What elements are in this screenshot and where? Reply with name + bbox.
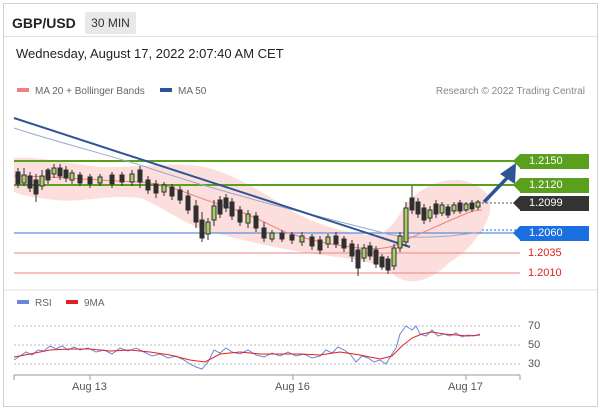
level-label-2010: 1.2010 [528, 267, 562, 279]
level-tag-2150: 1.2150 [513, 154, 589, 169]
9ma-swatch [66, 300, 78, 305]
legend-rsi-label: RSI [35, 298, 52, 309]
legend-ma20-label: MA 20 + Bollinger Bands [35, 86, 145, 97]
level-label-2035: 1.2035 [528, 247, 562, 259]
ma50-line [13, 127, 483, 238]
legend-ma50-label: MA 50 [178, 86, 207, 97]
rsi-tick-30: 30 [528, 358, 541, 370]
current-price-tag: 1.2099 [513, 196, 589, 211]
x-label-aug13: Aug 13 [72, 381, 107, 393]
header-divider [4, 36, 597, 37]
chart-frame [3, 3, 598, 407]
legend-9ma-label: 9MA [84, 298, 105, 309]
level-tag-2120: 1.2120 [513, 178, 589, 193]
rsi-9ma-line [13, 331, 481, 363]
legend-ma20[interactable]: MA 20 + Bollinger Bands [17, 86, 145, 97]
legend-ma50[interactable]: MA 50 [160, 86, 206, 97]
rsi-swatch [17, 300, 29, 305]
forecast-arrow [482, 163, 516, 204]
rsi-tick-70: 70 [528, 320, 541, 332]
legend-9ma[interactable]: 9MA [66, 298, 105, 309]
symbol-title: GBP/USD [12, 15, 76, 31]
trendline [13, 117, 411, 248]
candlesticks [15, 164, 481, 276]
datetime-label: Wednesday, August 17, 2022 2:07:40 AM CE… [16, 46, 284, 61]
legend-rsi[interactable]: RSI [17, 298, 52, 309]
rsi-line [13, 325, 481, 370]
interval-badge[interactable]: 30 MIN [85, 12, 136, 34]
level-tag-2060: 1.2060 [513, 226, 589, 241]
bollinger-band [14, 157, 490, 282]
ma20-swatch [17, 88, 29, 93]
copyright-text: Research © 2022 Trading Central [435, 86, 585, 97]
ma50-swatch [160, 88, 172, 93]
rsi-tick-50: 50 [528, 339, 541, 351]
x-label-aug16: Aug 16 [275, 381, 310, 393]
x-label-aug17: Aug 17 [448, 381, 483, 393]
